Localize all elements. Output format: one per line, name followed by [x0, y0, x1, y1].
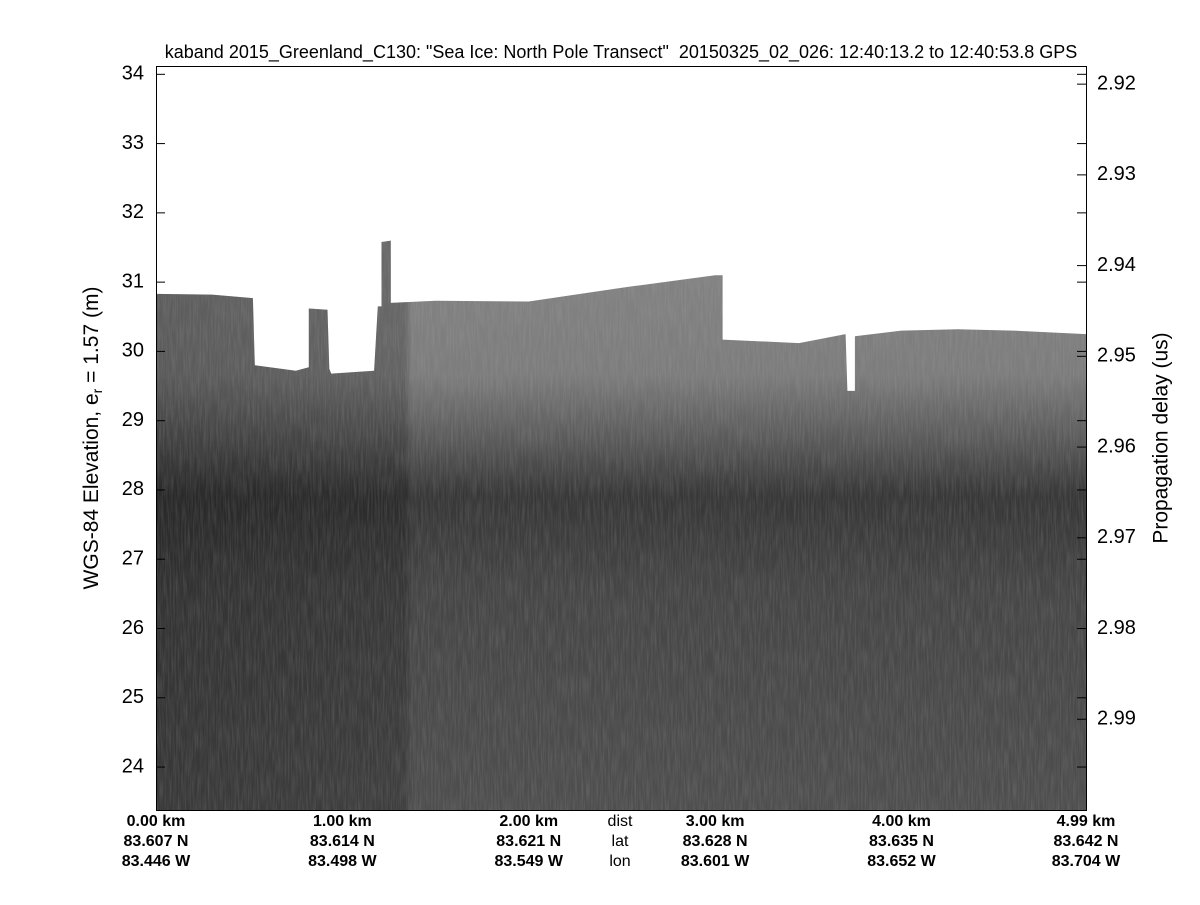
y-tick-label: 32 [122, 201, 144, 223]
x-tick-label: 4.00 km [872, 813, 931, 830]
x-tick-label: 2.00 km [499, 813, 558, 830]
y-tick-label: 30 [122, 340, 144, 362]
y2-tick-label: 2.99 [1097, 708, 1136, 730]
lon-label: 83.704 W [1052, 853, 1121, 870]
y2-tick-label: 2.93 [1097, 163, 1136, 185]
y-axis-label-part: WGS-84 Elevation, e [80, 393, 103, 589]
lat-label: 83.621 N [496, 833, 561, 850]
y-tick-label: 26 [122, 617, 144, 639]
y-axis-label: WGS-84 Elevation, er = 1.57 (m) [80, 287, 105, 590]
echogram-texture [156, 240, 1086, 810]
x-tick-label: 1.00 km [313, 813, 372, 830]
x-tick-label: 0.00 km [127, 813, 186, 830]
y-axis-label-subscript: r [89, 388, 105, 393]
plot-area [156, 240, 1086, 811]
lon-label: 83.549 W [495, 853, 564, 870]
chart-title: kaband 2015_Greenland_C130: "Sea Ice: No… [165, 42, 1077, 63]
y2-tick-label: 2.95 [1097, 345, 1136, 367]
y2-tick-label: 2.98 [1097, 617, 1136, 639]
y-tick-label: 34 [122, 63, 144, 85]
y-tick-label: 29 [122, 409, 144, 431]
y-tick-label: 24 [122, 755, 144, 777]
y2-tick-label: 2.94 [1097, 254, 1136, 276]
axes-frame [156, 66, 1087, 811]
x-tick-label: 3.00 km [686, 813, 745, 830]
row-label: dist [608, 813, 633, 830]
lat-label: 83.614 N [310, 833, 375, 850]
y-axis-label-part: = 1.57 (m) [80, 287, 103, 389]
y2-axis-label: Propagation delay (us) [1150, 332, 1173, 543]
row-label: lat [612, 833, 629, 850]
x-tick-label: 4.99 km [1057, 813, 1116, 830]
lon-label: 83.498 W [308, 853, 377, 870]
lon-label: 83.652 W [867, 853, 936, 870]
y-tick-label: 27 [122, 548, 144, 570]
y-tick-label: 28 [122, 478, 144, 500]
row-label: lon [609, 853, 630, 870]
lat-label: 83.635 N [869, 833, 934, 850]
y2-tick-label: 2.96 [1097, 435, 1136, 457]
y2-tick-label: 2.92 [1097, 72, 1136, 94]
y-tick-label: 31 [122, 270, 144, 292]
lon-label: 83.446 W [122, 853, 191, 870]
y-tick-label: 33 [122, 132, 144, 154]
y2-tick-label: 2.97 [1097, 526, 1136, 548]
lon-label: 83.601 W [681, 853, 750, 870]
lat-label: 83.642 N [1054, 833, 1119, 850]
y-tick-label: 25 [122, 686, 144, 708]
lat-label: 83.628 N [683, 833, 748, 850]
lat-label: 83.607 N [124, 833, 189, 850]
